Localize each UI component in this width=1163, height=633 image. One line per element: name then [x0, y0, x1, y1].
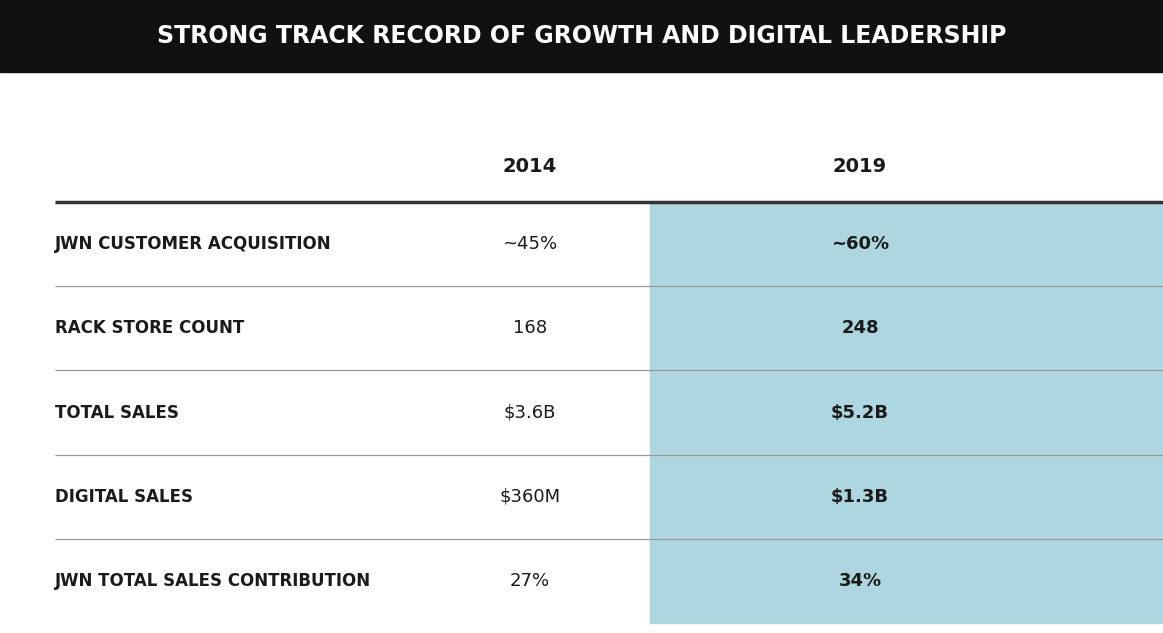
Text: JWN TOTAL SALES CONTRIBUTION: JWN TOTAL SALES CONTRIBUTION [55, 572, 371, 590]
Text: 27%: 27% [509, 572, 550, 590]
Text: 34%: 34% [839, 572, 882, 590]
Text: 2014: 2014 [502, 158, 557, 177]
Text: STRONG TRACK RECORD OF GROWTH AND DIGITAL LEADERSHIP: STRONG TRACK RECORD OF GROWTH AND DIGITA… [157, 24, 1006, 48]
Text: JWN CUSTOMER ACQUISITION: JWN CUSTOMER ACQUISITION [55, 235, 331, 253]
Text: $5.2B: $5.2B [832, 403, 889, 422]
Text: 168: 168 [513, 319, 547, 337]
Text: RACK STORE COUNT: RACK STORE COUNT [55, 319, 244, 337]
Text: $1.3B: $1.3B [832, 487, 889, 506]
Text: TOTAL SALES: TOTAL SALES [55, 403, 179, 422]
Text: 248: 248 [841, 319, 879, 337]
Text: $3.6B: $3.6B [504, 403, 556, 422]
Text: DIGITAL SALES: DIGITAL SALES [55, 487, 193, 506]
Text: 2019: 2019 [833, 158, 887, 177]
Bar [0, 0, 1163, 72]
Text: $360M: $360M [499, 487, 561, 506]
Text: ~45%: ~45% [502, 235, 557, 253]
Text: ~60%: ~60% [830, 235, 889, 253]
Bar [650, 202, 1163, 623]
